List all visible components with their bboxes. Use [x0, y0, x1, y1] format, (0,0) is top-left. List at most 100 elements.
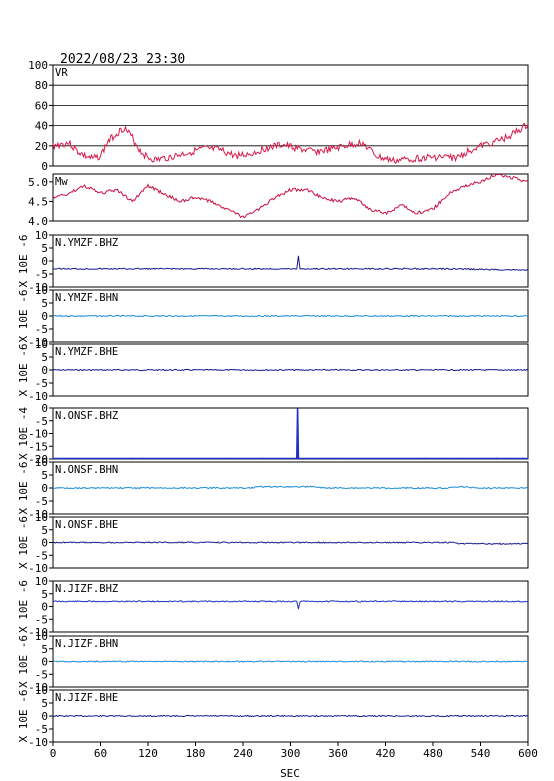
y-tick-label: 0: [41, 656, 48, 669]
panel-frame: [52, 234, 529, 288]
panel-label: N.JIZF.BHZ: [55, 583, 118, 595]
series-line: [52, 368, 529, 372]
y-tick-label: 0: [41, 160, 48, 173]
panel-mw: 5.0 4.5 4.0 Mw: [28, 173, 529, 228]
y-tick-label: 60: [35, 99, 48, 112]
y-tick-label: 10: [35, 229, 48, 242]
panel-frame: [52, 580, 529, 633]
x-tick-label: 60: [94, 747, 107, 760]
y-tick-label: 0: [41, 710, 48, 723]
panel-frame: [52, 407, 529, 460]
y-axis-label: X 10E -6: [17, 516, 30, 569]
y-axis-label: X 10E -4: [17, 407, 30, 460]
series-line: [52, 173, 529, 219]
y-tick-label: -5: [35, 415, 48, 428]
panel-label: N.YMZF.BHE: [55, 346, 118, 358]
y-axis-label: X 10E -6: [17, 344, 30, 397]
y-tick-label: 0: [41, 364, 48, 377]
panel-frame: [52, 173, 529, 222]
y-tick-label: 0: [41, 310, 48, 323]
y-tick-label: 10: [35, 284, 48, 297]
y-tick-label: -10: [28, 336, 48, 349]
y-tick-label: -15: [28, 440, 48, 453]
y-tick-label: 5: [41, 588, 48, 601]
series-line: [52, 122, 529, 164]
x-tick-label: 420: [376, 747, 396, 760]
y-tick-label: -10: [28, 626, 48, 639]
panel-frame: [52, 64, 529, 167]
y-tick-label: -20: [28, 453, 48, 466]
series-line: [52, 255, 529, 271]
y-tick-label: -10: [28, 562, 48, 575]
x-axis-label: SEC: [280, 767, 300, 780]
y-tick-label: 0: [41, 255, 48, 268]
y-axis-label: X 10E -6: [17, 690, 30, 743]
series-line: [52, 485, 529, 490]
y-tick-label: 10: [35, 338, 48, 351]
y-tick-label: 10: [35, 575, 48, 588]
y-tick-label: -5: [35, 613, 48, 626]
figure-title: 2022/08/23 23:30: [60, 52, 185, 67]
y-tick-label: 5.0: [28, 176, 48, 189]
y-tick-label: 5: [41, 524, 48, 537]
x-tick-label: 360: [328, 747, 348, 760]
y-tick-label: -10: [28, 508, 48, 521]
x-tick-label: 300: [281, 747, 301, 760]
y-tick-label: -5: [35, 495, 48, 508]
y-tick-label: 0: [41, 537, 48, 550]
series-line: [52, 314, 529, 318]
y-tick-label: 4.5: [28, 195, 48, 208]
panels: 100806040200VR5.04.54.0Mw1050-5-10N.YMZF…: [17, 59, 529, 749]
y-tick-label: 20: [35, 140, 48, 153]
y-tick-label: -5: [35, 268, 48, 281]
y-axis-label: X 10E -6: [17, 635, 30, 688]
x-tick-label: 600: [518, 747, 538, 760]
y-tick-label: -5: [35, 549, 48, 562]
x-tick-label: 480: [423, 747, 443, 760]
panel-label: N.ONSF.BHE: [55, 519, 118, 531]
panel-label: Mw: [55, 176, 68, 188]
panel-label: N.ONSF.BHZ: [55, 410, 118, 422]
y-tick-label: -5: [35, 323, 48, 336]
y-tick-label: 10: [35, 630, 48, 643]
y-tick-label: 5: [41, 697, 48, 710]
y-tick-label: 10: [35, 684, 48, 697]
y-tick-label: 4.0: [28, 215, 48, 228]
y-axis-label: X 10E -6: [17, 235, 30, 288]
y-tick-label: 0: [41, 402, 48, 415]
series-line: [52, 714, 529, 718]
y-axis-label: X 10E -6: [17, 580, 30, 633]
series-line: [52, 600, 529, 610]
y-tick-label: 10: [35, 456, 48, 469]
panel-label: N.JIZF.BHE: [55, 692, 118, 704]
panel-label: N.JIZF.BHN: [55, 638, 118, 650]
x-tick-label: 0: [50, 747, 57, 760]
x-axis: 0 60 120 180 240 300 360 420 480 540 600: [50, 742, 538, 760]
y-tick-label: 5: [41, 469, 48, 482]
y-tick-label: 5: [41, 297, 48, 310]
y-axis-label: X 10E -6: [17, 290, 30, 343]
panel-n-onsf-bhz: 0-5-10-15-20 N.ONSF.BHZ X 10E -4: [17, 402, 529, 466]
y-tick-label: -5: [35, 377, 48, 390]
series-line: [53, 408, 529, 460]
y-tick-label: -5: [35, 668, 48, 681]
panel-vr: 100 80 60 40 20 0 VR: [28, 59, 529, 173]
y-tick-label: -10: [28, 428, 48, 441]
panel-label: N.ONSF.BHN: [55, 464, 118, 476]
panel-label: N.YMZF.BHN: [55, 292, 118, 304]
y-tick-label: 0: [41, 482, 48, 495]
y-tick-label: -10: [28, 390, 48, 403]
y-tick-label: 5: [41, 351, 48, 364]
y-tick-label: -10: [28, 736, 48, 749]
y-axis-label: X 10E -6: [17, 462, 30, 515]
x-tick-label: 180: [186, 747, 206, 760]
y-tick-label: -5: [35, 723, 48, 736]
y-tick-label: -10: [28, 281, 48, 294]
panel-label: VR: [55, 67, 68, 79]
